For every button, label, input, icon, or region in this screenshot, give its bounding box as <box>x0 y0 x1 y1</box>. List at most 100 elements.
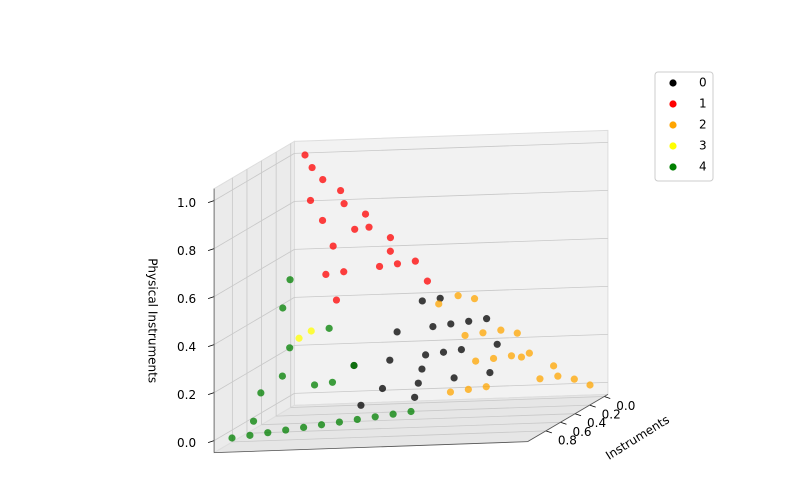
point <box>278 372 286 380</box>
point <box>414 379 422 387</box>
point <box>450 374 458 382</box>
point <box>365 223 373 231</box>
point <box>300 423 308 431</box>
point <box>249 417 258 425</box>
z-tick-label: 0.8 <box>177 244 196 258</box>
tick-mark <box>207 296 215 300</box>
grid-line <box>213 249 295 297</box>
point <box>286 276 294 284</box>
z-tick-label: 0.0 <box>177 436 196 450</box>
point <box>319 175 327 184</box>
grid-line <box>294 237 608 250</box>
grid-line <box>294 285 608 298</box>
point <box>246 431 254 439</box>
point <box>482 383 490 391</box>
point <box>282 426 290 434</box>
point <box>350 361 358 370</box>
points <box>228 151 594 442</box>
point <box>295 334 303 342</box>
legend-label: 2 <box>699 118 707 132</box>
point <box>411 257 419 265</box>
grid-line <box>294 189 608 202</box>
point <box>493 340 501 348</box>
x-tick-label: 0.2 <box>602 408 621 422</box>
x-tick-label: 0.0 <box>616 399 635 413</box>
legend-label: 4 <box>699 160 707 174</box>
pane <box>213 140 295 454</box>
point <box>257 389 265 397</box>
tick-mark <box>207 440 215 444</box>
point <box>317 421 326 429</box>
point <box>325 324 333 332</box>
z-tick-label: 0.4 <box>177 340 196 354</box>
tick-mark <box>589 404 596 408</box>
point <box>322 270 330 278</box>
tick-mark <box>545 430 552 434</box>
legend-marker <box>669 142 677 150</box>
point <box>423 277 432 285</box>
grid-line <box>246 421 561 434</box>
legend-box <box>654 71 714 182</box>
tick-mark <box>207 248 215 252</box>
point <box>497 326 505 334</box>
axis-line <box>214 441 528 454</box>
point <box>479 329 487 337</box>
point <box>407 407 415 416</box>
point <box>386 247 394 255</box>
point <box>386 356 394 364</box>
grid-line <box>213 393 295 441</box>
point <box>340 268 348 276</box>
point <box>489 354 498 363</box>
point <box>310 381 319 389</box>
point <box>422 351 430 359</box>
grid-line <box>290 396 605 408</box>
z-tick-label: 0.2 <box>177 388 196 402</box>
legend-marker <box>669 100 677 108</box>
point <box>279 304 287 312</box>
point <box>393 260 402 268</box>
point <box>353 415 361 424</box>
point <box>351 225 359 233</box>
tick-mark <box>604 396 611 399</box>
tick-mark <box>207 200 215 204</box>
point <box>329 242 337 250</box>
grid-line <box>261 413 576 426</box>
z-tick-label: 1.0 <box>177 196 196 210</box>
legend: 0 1 2 3 4 <box>654 71 714 182</box>
point <box>586 381 594 389</box>
point <box>264 429 272 437</box>
point <box>525 349 533 357</box>
z-axis-label: Physical Instruments <box>146 258 160 383</box>
point <box>378 384 387 393</box>
x-tick-label: 0.4 <box>587 416 606 430</box>
legend-label: 1 <box>699 97 707 111</box>
point <box>446 388 455 396</box>
point <box>393 328 401 336</box>
point <box>454 292 462 300</box>
point <box>550 362 558 370</box>
tick-mark <box>207 392 215 396</box>
point <box>439 348 448 356</box>
legend-marker <box>669 121 677 129</box>
tick-mark <box>560 421 567 425</box>
point <box>228 434 236 442</box>
tick-mark <box>207 344 215 348</box>
grid-line <box>213 153 295 201</box>
legend-marker <box>669 163 677 171</box>
point <box>286 344 294 352</box>
legend-label: 0 <box>699 76 707 90</box>
point <box>465 317 473 325</box>
legend-marker <box>669 79 677 87</box>
axis-line <box>527 394 609 442</box>
point <box>570 375 578 383</box>
point <box>336 186 345 195</box>
grid <box>207 141 611 454</box>
point <box>483 315 491 323</box>
point <box>386 234 395 242</box>
point <box>464 385 472 393</box>
point <box>554 372 562 380</box>
point <box>472 357 480 365</box>
point <box>435 300 443 308</box>
grid-line <box>213 345 295 393</box>
z-tick-label: 0.6 <box>177 292 196 306</box>
